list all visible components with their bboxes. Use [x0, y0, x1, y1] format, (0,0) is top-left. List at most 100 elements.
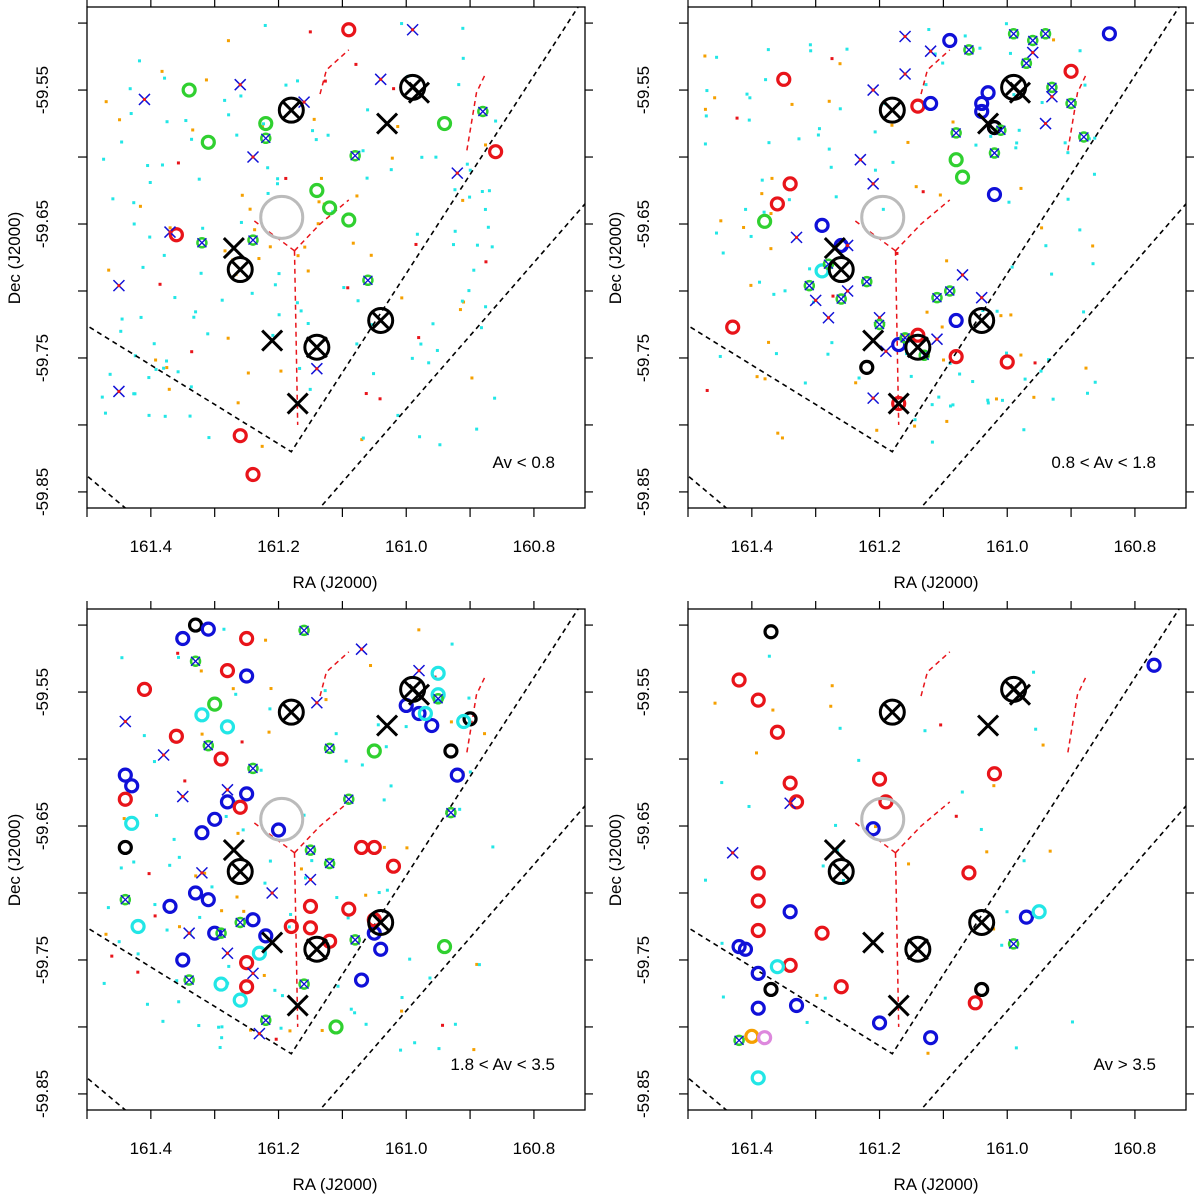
- filament-dashed: [293, 199, 350, 252]
- field-dot: [1004, 22, 1008, 26]
- field-dot: [809, 49, 813, 53]
- marker-X_big_1: [823, 839, 846, 862]
- y-tick-label: -59.55: [33, 668, 52, 716]
- field-dot: [461, 26, 465, 30]
- field-dot: [295, 301, 299, 305]
- marker-x_blue_16: [956, 268, 969, 281]
- marker-xg_15: [873, 318, 886, 331]
- panel-2-ylabel: Dec (J2000): [606, 212, 625, 305]
- field-dot: [457, 83, 461, 87]
- field-dot: [188, 414, 192, 418]
- field-dot: [262, 973, 266, 977]
- marker-o_red_11: [750, 893, 766, 909]
- marker-o_blue_6: [750, 1000, 766, 1016]
- field-dot: [400, 296, 404, 300]
- marker-o_cyan_9: [430, 687, 446, 703]
- field-dot: [370, 323, 374, 327]
- marker-o_black_2: [986, 119, 1003, 136]
- field-dot: [1078, 228, 1082, 232]
- field-dot: [881, 207, 885, 211]
- field-dot: [194, 310, 198, 314]
- field-dot: [224, 814, 228, 818]
- marker-xg_1: [733, 1034, 745, 1047]
- field-dot: [1083, 83, 1087, 87]
- marker-x_blue_5: [412, 664, 426, 677]
- marker-OX_3: [226, 256, 254, 284]
- field-dot: [106, 906, 110, 910]
- field-dot: [199, 669, 203, 673]
- field-dot: [770, 176, 774, 180]
- field-dot: [857, 376, 861, 380]
- field-dot: [1087, 137, 1091, 141]
- field-dot: [173, 296, 177, 300]
- marker-o_red_12: [750, 922, 766, 939]
- field-dot: [289, 912, 293, 916]
- field-dot: [365, 176, 369, 180]
- marker-x_blue_3: [899, 67, 912, 81]
- field-dot: [249, 1028, 253, 1032]
- field-dot: [177, 925, 181, 929]
- marker-xg_8: [323, 857, 336, 870]
- field-dot: [718, 354, 722, 358]
- field-dot: [720, 941, 724, 945]
- field-dot: [942, 358, 946, 362]
- field-dot: [266, 166, 270, 170]
- marker-x_blue_14: [304, 873, 317, 886]
- marker-xg_10: [119, 893, 132, 906]
- marker-o_blue_1: [1146, 657, 1162, 673]
- field-dot: [787, 198, 791, 202]
- field-dot: [992, 784, 996, 788]
- field-dot: [210, 885, 214, 889]
- field-dot: [937, 395, 941, 399]
- y-tick-label: -59.75: [634, 936, 653, 984]
- field-dot: [147, 872, 151, 876]
- field-dot: [250, 291, 254, 295]
- field-dot: [162, 366, 166, 370]
- field-dot: [1015, 141, 1019, 145]
- marker-o_blue_14: [245, 912, 261, 928]
- field-dot: [117, 940, 121, 944]
- field-dot: [913, 424, 917, 428]
- field-dot: [100, 395, 104, 399]
- panel-2-av-0.8-1.8: 0.8 < Av < 1.8 RA (J2000) Dec (J2000) 16…: [606, 0, 1194, 592]
- field-dot: [999, 314, 1003, 318]
- marker-xg_19: [944, 285, 956, 297]
- field-dot: [226, 336, 230, 340]
- field-dot: [355, 342, 359, 346]
- field-dot: [933, 52, 937, 56]
- field-dot: [475, 243, 479, 247]
- marker-X_big_4: [862, 931, 885, 954]
- marker-o_cyan_10: [417, 705, 433, 722]
- marker-xg_4: [247, 762, 259, 775]
- field-dot: [165, 120, 169, 124]
- field-dot: [486, 225, 490, 229]
- field-dot: [834, 195, 838, 199]
- y-tick-label: -59.65: [33, 802, 52, 850]
- region-boundary-dashed: [87, 7, 580, 453]
- marker-xg_9: [1078, 131, 1090, 143]
- field-dot: [755, 375, 759, 379]
- marker-xg_14: [835, 293, 847, 305]
- marker-o_red_1: [341, 22, 357, 38]
- field-dot: [986, 401, 990, 405]
- marker-o_red_13: [302, 920, 319, 936]
- field-dot: [236, 831, 240, 835]
- field-dot: [280, 994, 284, 998]
- y-tick-label: -59.75: [634, 334, 653, 382]
- marker-o_green_6: [341, 212, 357, 228]
- field-dot: [364, 392, 368, 396]
- field-dot: [154, 358, 158, 362]
- field-dot: [198, 915, 202, 919]
- field-dot: [715, 55, 719, 59]
- marker-xg_5: [323, 742, 336, 755]
- field-dot: [177, 655, 181, 659]
- marker-X_big_4: [261, 329, 284, 352]
- field-dot: [304, 876, 308, 880]
- field-dot: [1040, 101, 1044, 105]
- x-tick-label: 160.8: [513, 1139, 556, 1158]
- field-dot: [747, 804, 751, 808]
- marker-x_blue_10: [809, 294, 822, 307]
- plot-frame: [687, 6, 1187, 509]
- field-dot: [803, 381, 807, 385]
- region-boundary-dashed: [87, 609, 580, 1055]
